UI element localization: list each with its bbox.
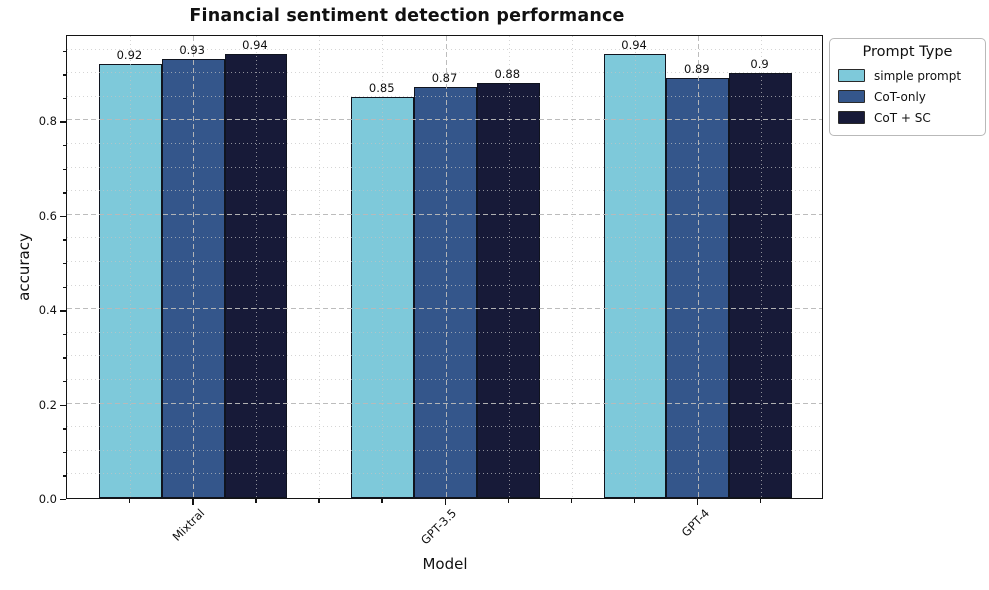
x-tick-minor: [570, 499, 573, 503]
legend-items: simple prompt CoT-only CoT + SC: [838, 65, 977, 128]
y-tick-minor: [62, 357, 66, 359]
y-tick-minor: [62, 333, 66, 336]
y-tick-major: [60, 310, 66, 312]
x-tick-major: [192, 499, 194, 505]
plot-area: [66, 35, 823, 499]
gridline-vertical: [571, 36, 573, 498]
y-tick-major: [60, 499, 66, 501]
y-tick-label: 0.4: [38, 303, 57, 318]
bar-value-label: 0.85: [368, 80, 395, 95]
gridline-vertical: [319, 36, 321, 498]
bar-value-label: 0.92: [116, 47, 143, 62]
legend-item-label: CoT-only: [874, 89, 926, 104]
x-tick-major: [444, 499, 446, 505]
legend-swatch: [838, 69, 865, 82]
y-tick-minor: [62, 97, 66, 100]
x-tick-minor: [759, 499, 762, 503]
legend-title: Prompt Type: [862, 44, 953, 60]
bar: [99, 63, 162, 498]
y-tick-minor: [62, 380, 66, 383]
y-tick-label: 0.2: [38, 397, 57, 412]
legend-item: CoT-only: [838, 86, 977, 107]
legend: Prompt Type simple prompt CoT-only CoT + S…: [829, 38, 986, 136]
bar-value-label: 0.94: [621, 38, 647, 53]
y-tick-minor: [62, 50, 66, 52]
x-tick-minor: [633, 499, 636, 503]
y-tick-minor: [62, 74, 66, 76]
y-tick-major: [60, 121, 66, 123]
y-tick-minor: [62, 192, 66, 194]
bar: [414, 87, 477, 498]
y-tick-label: 0.8: [38, 114, 57, 129]
y-tick-major: [60, 215, 66, 218]
bar-value-label: 0.87: [431, 71, 458, 86]
legend-swatch: [838, 90, 865, 103]
y-tick-minor: [62, 428, 66, 430]
bar: [224, 54, 288, 498]
x-axis-label: Model: [422, 555, 468, 573]
bar: [603, 54, 667, 498]
legend-item: CoT + SC: [838, 107, 977, 128]
y-tick-minor: [62, 451, 66, 454]
y-tick-major: [60, 404, 66, 406]
bar: [476, 82, 540, 498]
bar-value-label: 0.93: [179, 43, 205, 58]
bar-value-label: 0.89: [684, 61, 710, 76]
x-tick-major: [696, 499, 699, 505]
y-tick-minor: [62, 475, 66, 477]
x-tick-minor: [507, 499, 509, 503]
y-tick-minor: [62, 262, 66, 265]
x-tick-label: Mixtral: [169, 506, 208, 544]
legend-item: simple prompt: [838, 65, 977, 86]
y-tick-label: 0.6: [38, 208, 57, 223]
legend-item-label: CoT + SC: [874, 110, 931, 125]
y-tick-minor: [62, 144, 66, 147]
bar: [161, 59, 225, 498]
x-tick-label: GPT-3.5: [418, 506, 460, 548]
chart-title: Financial sentiment detection performanc…: [189, 6, 625, 26]
x-tick-minor: [255, 499, 257, 503]
bar: [666, 77, 730, 498]
x-tick-label: GPT-4: [678, 506, 712, 540]
bar: [729, 73, 792, 498]
x-tick-minor: [129, 499, 131, 503]
x-tick-minor: [381, 499, 383, 503]
bar-value-label: 0.9: [750, 57, 769, 72]
legend-item-label: simple prompt: [874, 68, 962, 83]
y-tick-minor: [62, 168, 66, 170]
y-axis-label: accuracy: [15, 233, 33, 301]
y-tick-minor: [62, 286, 66, 288]
bar-value-label: 0.94: [242, 38, 268, 53]
y-tick-minor: [62, 239, 66, 241]
y-tick-label: 0.0: [38, 492, 57, 506]
legend-swatch: [838, 111, 865, 124]
bar-value-label: 0.88: [494, 66, 521, 81]
x-tick-minor: [318, 499, 320, 503]
bar: [351, 96, 415, 498]
